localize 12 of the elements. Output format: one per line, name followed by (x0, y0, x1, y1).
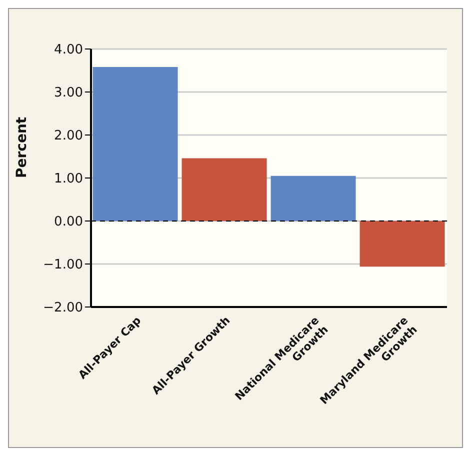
y-tick-label: 3.00 (54, 86, 83, 101)
y-axis-title: Percent (14, 116, 30, 178)
bar (182, 158, 267, 221)
y-tick-label: −1.00 (43, 258, 83, 273)
y-tick-label: 4.00 (54, 42, 83, 58)
bar (92, 67, 178, 221)
bar (270, 176, 356, 221)
y-tick-label: 1.00 (54, 172, 83, 187)
y-tick-label: 2.00 (54, 128, 83, 144)
y-tick-label: −2.00 (43, 300, 83, 316)
bar (360, 221, 445, 267)
y-tick-label: 0.00 (54, 214, 83, 230)
